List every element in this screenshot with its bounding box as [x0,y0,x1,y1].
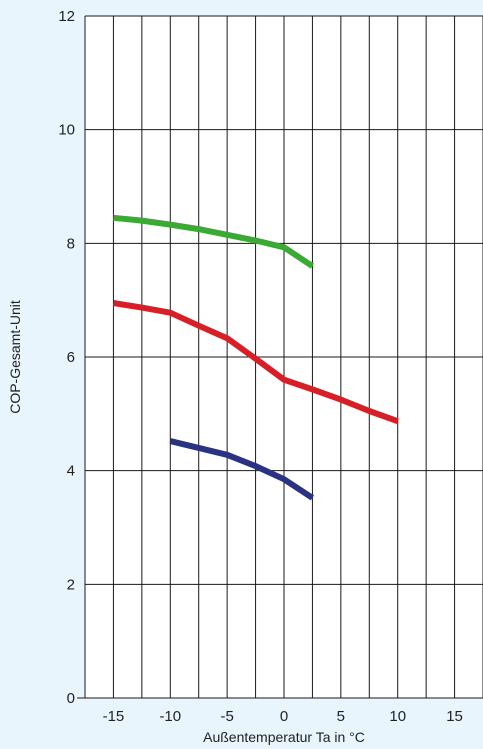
y-tick-label: 2 [67,576,75,593]
x-tick-label: -15 [103,708,125,725]
y-tick-label: 8 [67,235,75,252]
x-tick-label: -10 [159,708,181,725]
x-tick-label: -5 [220,708,233,725]
x-tick-label: 0 [280,708,288,725]
x-tick-labels: -15 -10 -5 0 5 10 15 [103,708,463,725]
y-tick-label: 12 [58,8,75,25]
series-line-3 [169,438,315,501]
x-axis-title: Außentemperatur Ta in °C [203,729,365,745]
y-tick-label: 6 [67,349,75,366]
y-axis-title: COP-Gesamt-Unit [7,300,23,414]
data-series [112,214,399,501]
x-tick-label: 5 [337,708,345,725]
y-tick-labels: 0 2 4 6 8 10 12 [58,8,75,707]
series-line-2 [112,300,399,425]
series-line-1 [113,214,315,269]
x-tick-label: 10 [389,708,406,725]
y-tick-label: 0 [67,690,75,707]
x-tick-label: 15 [446,708,463,725]
y-tick-label: 4 [67,463,75,480]
grid-lines [77,15,483,699]
y-tick-label: 10 [58,122,75,139]
